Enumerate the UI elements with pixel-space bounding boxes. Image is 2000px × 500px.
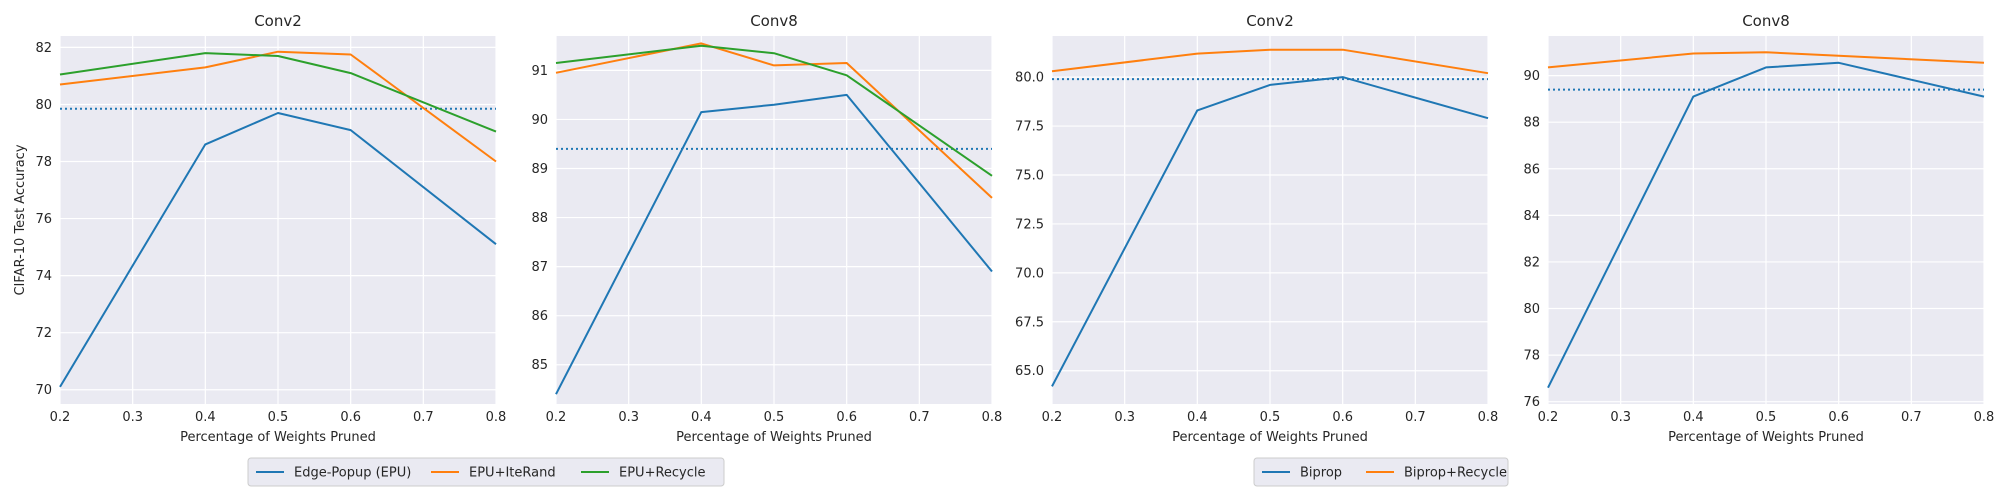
- x-tick-label: 0.3: [618, 410, 639, 425]
- y-tick-label: 76: [35, 212, 52, 227]
- x-tick-label: 0.4: [1683, 410, 1704, 425]
- x-tick-label: 0.3: [1114, 410, 1135, 425]
- y-tick-label: 80: [35, 98, 52, 113]
- x-tick-label: 0.7: [413, 410, 434, 425]
- y-tick-label: 82: [35, 41, 52, 56]
- chart-panel-3: 0.2 0.3 0.4 0.5 0.6 0.7 0.8 65.0 67.5 70.0 72.5 75.…: [1015, 12, 1498, 445]
- x-axis-label: Percentage of Weights Pruned: [676, 430, 872, 445]
- x-tick-label: 0.5: [1260, 410, 1281, 425]
- y-tick-label: 90: [531, 113, 548, 128]
- chart-panel-4: 0.2 0.3 0.4 0.5 0.6 0.7 0.8 76 78 80 82 84 86 88 90 Con…: [1523, 12, 1994, 445]
- y-axis-label: CIFAR-10 Test Accuracy: [13, 144, 28, 295]
- chart-panel-2: 0.2 0.3 0.4 0.5 0.6 0.7 0.8 85 86 87 88 89 90 91 Conv8…: [531, 12, 1002, 445]
- y-tick-label: 88: [1523, 116, 1540, 131]
- y-tick-label: 78: [1523, 349, 1540, 364]
- series-line-1: [1051, 76, 1489, 387]
- chart-title: Conv2: [254, 12, 302, 30]
- x-tick-label: 0.6: [1828, 410, 1849, 425]
- series-line-1: [59, 112, 497, 388]
- series-line-3: [59, 52, 497, 133]
- series-line-2: [59, 50, 497, 163]
- series-line-1: [555, 93, 993, 395]
- x-tick-label: 0.6: [1332, 410, 1353, 425]
- x-tick-label: 0.5: [268, 410, 289, 425]
- legend-entry: EPU+Recycle: [619, 466, 706, 481]
- chart-title: Conv2: [1246, 12, 1294, 30]
- y-tick-label: 70: [35, 383, 52, 398]
- x-tick-label: 0.4: [195, 410, 216, 425]
- x-tick-label: 0.8: [1478, 410, 1499, 425]
- y-tick-label: 90: [1523, 69, 1540, 84]
- series-line-1: [1547, 61, 1985, 389]
- x-tick-label: 0.7: [909, 410, 930, 425]
- chart-panel-1: 0.2 0.3 0.4 0.5 0.6 0.7 0.8 70 72 74 76 78 80 82 Conv2…: [13, 12, 506, 445]
- legend-box: [247, 457, 725, 487]
- x-tick-label: 0.2: [1538, 410, 1559, 425]
- y-tick-label: 89: [531, 162, 548, 177]
- x-tick-label: 0.6: [836, 410, 857, 425]
- chart-title: Conv8: [750, 12, 798, 30]
- legend-entry: Biprop+Recycle: [1404, 466, 1507, 481]
- y-tick-label: 85: [531, 358, 548, 373]
- y-tick-label: 86: [1523, 162, 1540, 177]
- series-line-2: [1051, 48, 1489, 75]
- x-tick-label: 0.8: [486, 410, 507, 425]
- y-tick-label: 80: [1523, 302, 1540, 317]
- legend-2: Biprop Biprop+Recycle: [1253, 457, 1509, 487]
- series-line-2: [1547, 51, 1985, 69]
- chart-title: Conv8: [1742, 12, 1790, 30]
- x-axis-label: Percentage of Weights Pruned: [1172, 430, 1368, 445]
- x-tick-label: 0.8: [1974, 410, 1995, 425]
- x-tick-label: 0.2: [1042, 410, 1063, 425]
- x-tick-label: 0.5: [1756, 410, 1777, 425]
- x-tick-label: 0.3: [1610, 410, 1631, 425]
- x-tick-label: 0.4: [1187, 410, 1208, 425]
- x-tick-label: 0.6: [340, 410, 361, 425]
- x-axis-label: Percentage of Weights Pruned: [180, 430, 376, 445]
- y-tick-label: 88: [531, 211, 548, 226]
- y-tick-label: 76: [1523, 395, 1540, 410]
- y-tick-label: 75.0: [1015, 168, 1044, 183]
- y-tick-label: 72: [35, 326, 52, 341]
- legend-entry: EPU+IteRand: [469, 466, 556, 481]
- x-tick-label: 0.2: [546, 410, 567, 425]
- y-tick-label: 72.5: [1015, 217, 1044, 232]
- y-tick-label: 70.0: [1015, 266, 1044, 281]
- y-tick-label: 91: [531, 64, 548, 79]
- x-tick-label: 0.7: [1405, 410, 1426, 425]
- x-tick-label: 0.4: [691, 410, 712, 425]
- y-tick-label: 84: [1523, 209, 1540, 224]
- y-tick-label: 87: [531, 260, 548, 275]
- x-axis-label: Percentage of Weights Pruned: [1668, 430, 1864, 445]
- x-tick-label: 0.8: [982, 410, 1003, 425]
- y-tick-label: 65.0: [1015, 364, 1044, 379]
- legend-1: Edge-Popup (EPU) EPU+IteRand EPU+Recycle: [247, 457, 725, 487]
- x-tick-label: 0.3: [122, 410, 143, 425]
- legend-entry: Edge-Popup (EPU): [294, 466, 411, 481]
- y-tick-label: 74: [35, 269, 52, 284]
- y-tick-label: 78: [35, 155, 52, 170]
- series-line-3: [555, 44, 993, 177]
- x-tick-label: 0.7: [1901, 410, 1922, 425]
- legend-entry: Biprop: [1300, 466, 1342, 481]
- y-tick-label: 67.5: [1015, 315, 1044, 330]
- y-tick-label: 82: [1523, 255, 1540, 270]
- y-tick-label: 86: [531, 309, 548, 324]
- y-tick-label: 80.0: [1015, 71, 1044, 86]
- y-tick-label: 77.5: [1015, 120, 1044, 135]
- x-tick-label: 0.5: [764, 410, 785, 425]
- x-tick-label: 0.2: [50, 410, 71, 425]
